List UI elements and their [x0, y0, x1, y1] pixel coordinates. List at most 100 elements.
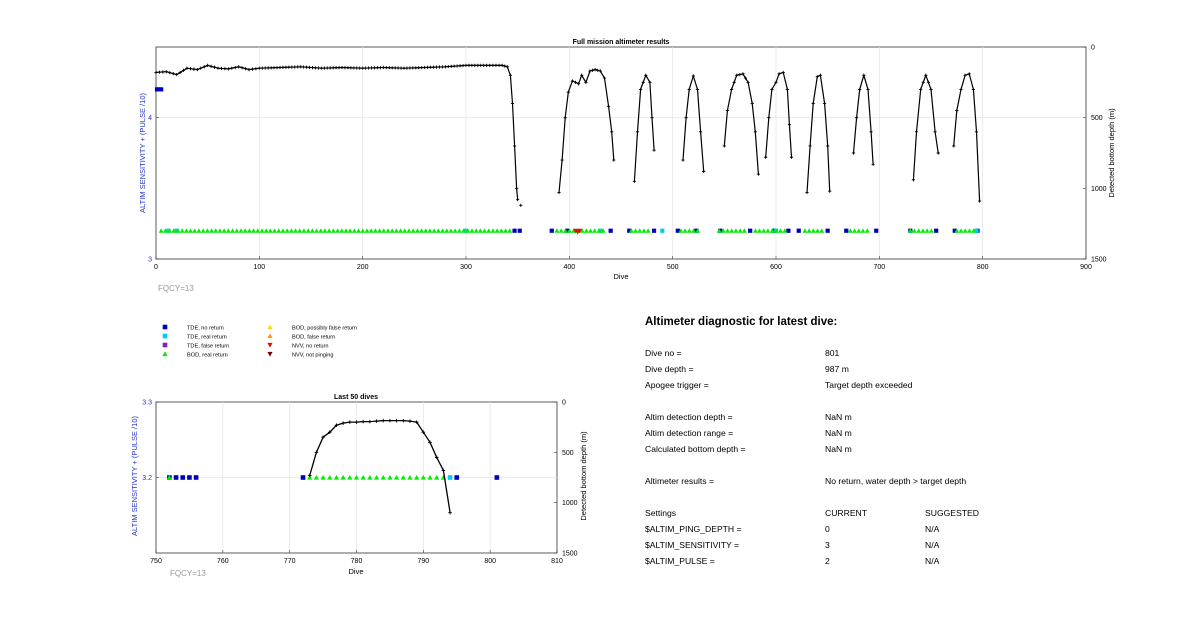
depth-point	[237, 65, 241, 69]
full-mission-chart: 0 100 200 300 400 500 600 700 800 900 3 4 0 500 1000 15…	[138, 39, 1116, 293]
depth-point	[557, 190, 561, 195]
depth-point	[767, 116, 771, 120]
depth-point	[607, 104, 611, 108]
bod-real-return-marker	[167, 228, 172, 233]
y-right-tick-label: 0	[562, 400, 566, 407]
nvv-no-return-marker	[577, 228, 583, 234]
depth-point	[936, 151, 940, 155]
depth-point	[497, 63, 501, 67]
depth-point	[440, 65, 444, 69]
bod-real-return-marker	[769, 228, 775, 233]
bod-real-return-marker	[377, 228, 382, 233]
depth-point	[933, 130, 937, 134]
bod-real-return-marker	[367, 474, 373, 480]
top-ticks: 0 100 200 300 400 500 600 700 800 900 3 4 0 500 1000 15…	[148, 45, 1107, 272]
x-tick-label: 760	[217, 558, 229, 565]
depth-point	[178, 70, 182, 75]
bod-real-return-marker	[686, 228, 692, 233]
bod-real-return-marker	[678, 228, 684, 233]
bod-real-return-marker	[209, 228, 214, 233]
bod-real-return-marker	[596, 228, 602, 233]
depth-point	[695, 87, 700, 91]
setting-label-pulse: $ALTIM_PULSE =	[645, 556, 715, 566]
bod-real-return-marker	[716, 228, 722, 233]
depth-point	[334, 66, 338, 70]
bod-real-return-marker	[327, 474, 333, 480]
depth-point	[408, 419, 412, 423]
depth-point	[750, 101, 754, 106]
bod-real-return-marker	[230, 228, 235, 233]
depth-point	[322, 66, 326, 70]
depth-point	[919, 87, 923, 91]
bod-real-return-marker	[204, 228, 210, 233]
depth-point	[593, 68, 597, 72]
y-left-tick-label: 3.3	[142, 400, 152, 407]
depth-point	[455, 64, 459, 68]
bottom-footnote: FQCY=13	[170, 569, 206, 578]
depth-point	[855, 116, 859, 120]
bod-real-return-marker	[360, 474, 366, 480]
diag-value-bottom-depth: NaN m	[825, 444, 852, 454]
diag-label-detection-depth: Altim detection depth =	[645, 412, 733, 422]
bottom-chart-title: Last 50 dives	[334, 394, 378, 401]
depth-point	[161, 70, 165, 74]
depth-point	[181, 68, 186, 72]
bod-real-return-marker	[592, 228, 598, 233]
depth-point	[570, 79, 575, 83]
settings-header-label: Settings	[645, 508, 677, 518]
depth-point	[512, 144, 517, 148]
settings-header-suggested: SUGGESTED	[925, 508, 979, 518]
depth-point	[871, 162, 875, 166]
depth-point	[764, 155, 768, 159]
depth-point	[650, 116, 654, 120]
depth-point	[977, 199, 982, 203]
depth-point	[508, 73, 513, 77]
tde-no-return-marker	[796, 228, 801, 233]
depth-point	[516, 198, 520, 202]
depth-point	[310, 65, 315, 70]
bod-real-return-marker	[183, 228, 189, 233]
depth-point	[789, 155, 794, 159]
legend-label-bod-real-return: BOD, real return	[187, 352, 228, 358]
depth-point	[464, 63, 468, 67]
depth-point	[777, 72, 781, 76]
depth-point	[952, 144, 956, 148]
diag-value-detection-depth: NaN m	[825, 412, 852, 422]
diag-label-altimeter-results: Altimeter results =	[645, 476, 715, 486]
bod-real-return-marker	[802, 228, 808, 233]
tde-no-return-marker	[549, 228, 554, 233]
depth-point	[519, 203, 523, 207]
tde-no-return-marker	[512, 228, 517, 233]
bod-real-return-marker	[234, 228, 240, 233]
setting-label-sensitivity: $ALTIM_SENSITIVITY =	[645, 540, 740, 550]
depth-point	[428, 440, 432, 445]
bod-real-return-marker	[741, 228, 747, 233]
depth-point	[641, 80, 645, 84]
depth-point	[722, 144, 726, 148]
tde-no-return-marker	[193, 475, 199, 480]
bod-real-return-marker	[691, 228, 696, 233]
depth-point	[577, 82, 581, 86]
bod-real-return-marker	[765, 228, 771, 233]
depth-point	[393, 66, 397, 70]
depth-point	[924, 73, 928, 77]
depth-point	[458, 64, 462, 68]
diag-label-dive-depth: Dive depth =	[645, 364, 694, 374]
bod-real-return-marker	[733, 228, 739, 233]
bod-real-return-marker	[461, 228, 466, 233]
depth-point	[914, 130, 919, 134]
bod-real-return-marker	[490, 228, 496, 233]
depth-point	[313, 66, 318, 70]
depth-point	[199, 66, 203, 70]
bod-real-return-marker	[293, 228, 298, 233]
bod-real-return-marker	[452, 228, 458, 233]
bod-real-return-marker	[179, 228, 185, 233]
depth-point	[503, 64, 507, 68]
x-tick-label: 500	[667, 264, 679, 271]
depth-point	[741, 72, 745, 76]
depth-point	[781, 70, 785, 75]
depth-point	[691, 74, 695, 78]
depth-point	[510, 101, 515, 106]
bod-real-return-marker	[347, 228, 353, 233]
depth-point	[434, 455, 439, 460]
